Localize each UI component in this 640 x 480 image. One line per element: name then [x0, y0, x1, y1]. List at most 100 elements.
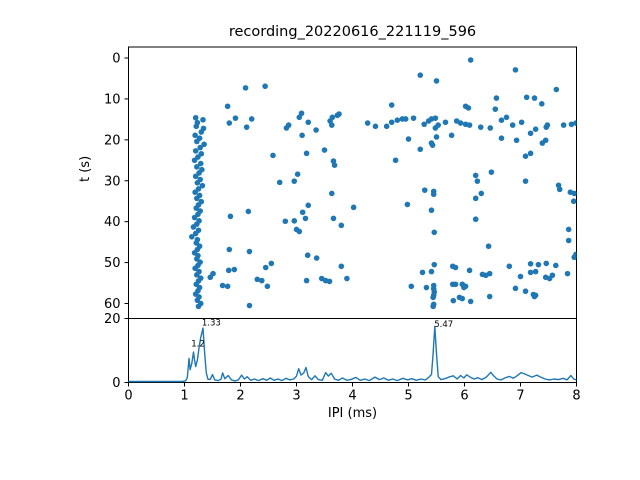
- scatter-point: [467, 298, 474, 305]
- scatter-point: [197, 160, 204, 167]
- x-tick-label: 3: [292, 389, 300, 404]
- y-tick-label: 0: [112, 376, 120, 391]
- scatter-point: [435, 122, 441, 128]
- scatter-point: [408, 283, 415, 290]
- scatter-point: [431, 261, 438, 268]
- scatter-point: [531, 95, 538, 101]
- scatter-point: [543, 260, 550, 267]
- scatter-point: [329, 114, 336, 121]
- scatter-point: [512, 67, 519, 73]
- scatter-point: [231, 266, 238, 273]
- scatter-point: [487, 125, 494, 131]
- scatter-point: [527, 261, 534, 267]
- scatter-point: [512, 285, 519, 292]
- scatter-point: [219, 282, 226, 289]
- scatter-point: [417, 72, 424, 78]
- scatter-point: [493, 95, 500, 101]
- scatter-point: [421, 187, 428, 193]
- scatter-point: [191, 214, 198, 221]
- scatter-point: [246, 302, 253, 309]
- scatter-point: [492, 106, 499, 112]
- scatter-point: [270, 152, 276, 159]
- scatter-point: [200, 116, 206, 123]
- scatter-point: [321, 147, 328, 153]
- peak-annotation: 5.47: [434, 320, 453, 330]
- scatter-point: [197, 144, 203, 151]
- scatter-point: [571, 190, 577, 197]
- scatter-point: [344, 275, 350, 282]
- scatter-point: [486, 293, 493, 300]
- peak-annotation: 1.2: [191, 340, 205, 350]
- scatter-point: [565, 237, 572, 244]
- y-tick-label: 20: [104, 133, 121, 148]
- x-tick-label: 2: [236, 389, 244, 404]
- scatter-point: [527, 269, 534, 276]
- scatter-point: [423, 284, 430, 291]
- scatter-point: [428, 268, 435, 275]
- x-tick-label: 5: [404, 389, 412, 404]
- scatter-point: [503, 114, 510, 121]
- scatter-point: [190, 224, 197, 230]
- scatter-point: [291, 218, 298, 224]
- scatter-point: [498, 117, 505, 123]
- scatter-point: [282, 218, 289, 225]
- scatter-point: [276, 179, 283, 186]
- scatter-point: [294, 171, 301, 178]
- scatter-point: [532, 292, 539, 299]
- scatter-point: [539, 140, 546, 146]
- scatter-point: [364, 120, 371, 126]
- scatter-point: [523, 94, 530, 101]
- scatter-point: [299, 209, 306, 216]
- scatter-point: [430, 191, 437, 198]
- y-tick-label: 10: [104, 92, 121, 107]
- scatter-series: [188, 57, 577, 310]
- scatter-point: [383, 123, 390, 130]
- scatter-point: [432, 115, 439, 121]
- scatter-point: [527, 130, 534, 137]
- scatter-point: [262, 264, 269, 271]
- scatter-point: [192, 132, 198, 139]
- scatter-point: [338, 222, 345, 229]
- scatter-point: [472, 216, 479, 223]
- x-tick-label: 4: [348, 389, 356, 404]
- x-tick-label: 7: [516, 389, 524, 404]
- scatter-point: [191, 157, 198, 164]
- scatter-point: [486, 270, 493, 277]
- ipi-line: [128, 325, 577, 383]
- x-tick-label: 8: [572, 389, 580, 404]
- scatter-point: [226, 246, 233, 253]
- scatter-point: [246, 248, 253, 255]
- y-tick-label: 30: [104, 174, 121, 189]
- scatter-point: [404, 201, 411, 208]
- scatter-point: [258, 277, 265, 284]
- scatter-point: [192, 265, 198, 272]
- scatter-point: [517, 273, 524, 280]
- scatter-point: [350, 204, 357, 211]
- x-axis-label: IPI (ms): [327, 406, 378, 421]
- scatter-point: [338, 263, 345, 270]
- scatter-point: [405, 136, 412, 142]
- scatter-point: [513, 137, 520, 144]
- scatter-point: [243, 124, 250, 130]
- scatter-point: [194, 272, 200, 278]
- scatter-point: [419, 269, 426, 276]
- scatter-point: [570, 198, 577, 205]
- scatter-point: [268, 260, 275, 267]
- x-tick-label: 1: [180, 389, 188, 404]
- scatter-point: [555, 182, 562, 189]
- scatter-point: [532, 126, 539, 132]
- scatter-point: [474, 178, 481, 184]
- scatter-point: [388, 102, 395, 108]
- scatter-point: [506, 263, 513, 270]
- scatter-point: [429, 142, 436, 148]
- scatter-point: [522, 288, 529, 295]
- scatter-point: [201, 141, 207, 148]
- scatter-point: [467, 57, 474, 63]
- scatter-point: [459, 295, 466, 302]
- scatter-point: [402, 116, 409, 122]
- scatter-point: [465, 105, 472, 111]
- scatter-point: [571, 254, 577, 261]
- scatter-point: [296, 228, 303, 235]
